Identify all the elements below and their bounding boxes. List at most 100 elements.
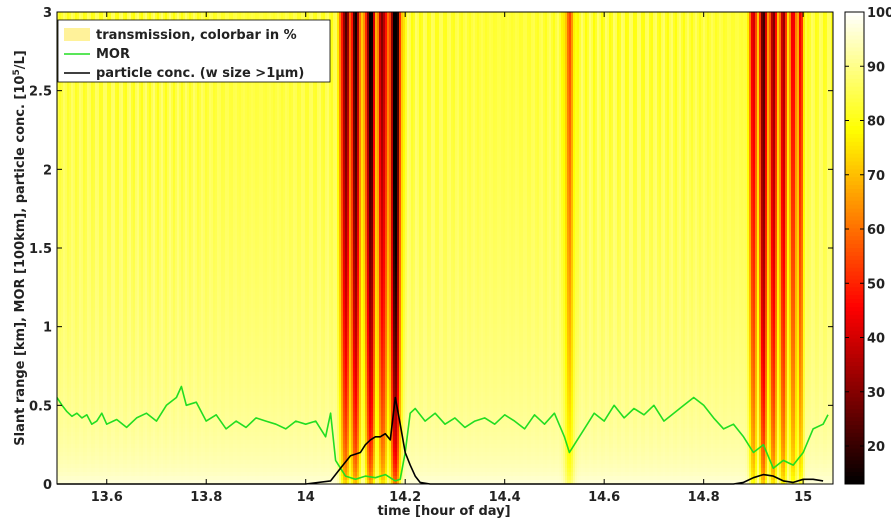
heatmap-cell bbox=[67, 440, 70, 445]
heatmap-cell bbox=[59, 100, 62, 105]
heatmap-cell bbox=[63, 408, 66, 413]
heatmap-cell bbox=[79, 168, 82, 173]
heatmap-cell bbox=[71, 372, 74, 377]
heatmap-cell bbox=[65, 340, 68, 345]
heatmap-cell bbox=[67, 288, 70, 293]
heatmap-cell bbox=[73, 432, 76, 437]
heatmap-cell bbox=[61, 212, 64, 217]
heatmap-cell bbox=[69, 360, 72, 365]
heatmap-cell bbox=[63, 444, 66, 449]
heatmap-cell bbox=[57, 412, 60, 417]
heatmap-cell bbox=[77, 276, 80, 281]
heatmap-cell bbox=[57, 100, 60, 105]
heatmap-cell bbox=[61, 248, 64, 253]
heatmap-cell bbox=[77, 156, 80, 161]
heatmap-cell bbox=[59, 344, 62, 349]
heatmap-cell bbox=[61, 292, 64, 297]
heatmap-cell bbox=[71, 136, 74, 141]
heatmap-cell bbox=[77, 196, 80, 201]
heatmap-cell bbox=[71, 12, 74, 17]
heatmap-cell bbox=[77, 124, 80, 129]
heatmap-cell bbox=[77, 392, 80, 397]
heatmap-cell bbox=[65, 92, 68, 97]
heatmap-cell bbox=[63, 284, 66, 289]
heatmap-cell bbox=[65, 464, 68, 469]
heatmap-cell bbox=[75, 344, 78, 349]
heatmap-cell bbox=[77, 348, 80, 353]
heatmap-cell bbox=[77, 84, 80, 89]
heatmap-cell bbox=[63, 232, 66, 237]
heatmap-cell bbox=[59, 476, 62, 481]
heatmap-cell bbox=[65, 172, 68, 177]
heatmap-cell bbox=[73, 416, 76, 421]
heatmap-cell bbox=[67, 244, 70, 249]
heatmap-cell bbox=[71, 356, 74, 361]
heatmap-cell bbox=[77, 216, 80, 221]
heatmap-cell bbox=[73, 248, 76, 253]
heatmap-cell bbox=[77, 244, 80, 249]
heatmap-cell bbox=[59, 380, 62, 385]
heatmap-cell bbox=[59, 272, 62, 277]
heatmap-cell bbox=[67, 364, 70, 369]
heatmap-cell bbox=[71, 276, 74, 281]
heatmap-cell bbox=[61, 268, 64, 273]
heatmap-cell bbox=[71, 16, 74, 21]
heatmap-cell bbox=[67, 120, 70, 125]
heatmap-cell bbox=[71, 360, 74, 365]
heatmap-cell bbox=[57, 244, 60, 249]
heatmap-cell bbox=[65, 200, 68, 205]
heatmap-cell bbox=[69, 132, 72, 137]
heatmap-cell bbox=[61, 216, 64, 221]
heatmap-cell bbox=[67, 172, 70, 177]
heatmap-cell bbox=[67, 204, 70, 209]
heatmap-cell bbox=[59, 284, 62, 289]
heatmap-cell bbox=[79, 148, 82, 153]
heatmap-cell bbox=[69, 324, 72, 329]
heatmap-cell bbox=[77, 472, 80, 477]
heatmap-cell bbox=[69, 388, 72, 393]
heatmap-cell bbox=[71, 180, 74, 185]
heatmap-cell bbox=[61, 356, 64, 361]
heatmap-cell bbox=[63, 12, 66, 17]
heatmap-cell bbox=[79, 124, 82, 129]
heatmap-cell bbox=[73, 124, 76, 129]
heatmap-cell bbox=[65, 312, 68, 317]
heatmap-cell bbox=[61, 228, 64, 233]
heatmap-cell bbox=[69, 244, 72, 249]
heatmap-cell bbox=[61, 92, 64, 97]
heatmap-cell bbox=[63, 388, 66, 393]
heatmap-cell bbox=[77, 108, 80, 113]
heatmap-cell bbox=[57, 252, 60, 257]
heatmap-cell bbox=[57, 456, 60, 461]
heatmap-cell bbox=[69, 168, 72, 173]
heatmap-cell bbox=[71, 256, 74, 261]
heatmap-cell bbox=[75, 92, 78, 97]
heatmap-cell bbox=[73, 372, 76, 377]
heatmap-cell bbox=[61, 116, 64, 121]
heatmap-cell bbox=[73, 348, 76, 353]
heatmap-cell bbox=[57, 292, 60, 297]
heatmap-cell bbox=[71, 412, 74, 417]
heatmap-cell bbox=[73, 376, 76, 381]
heatmap-cell bbox=[65, 16, 68, 21]
heatmap-cell bbox=[73, 404, 76, 409]
heatmap-cell bbox=[57, 460, 60, 465]
heatmap-cell bbox=[65, 392, 68, 397]
heatmap-cell bbox=[61, 260, 64, 265]
heatmap-cell bbox=[61, 12, 64, 17]
heatmap-cell bbox=[69, 420, 72, 425]
heatmap-cell bbox=[77, 460, 80, 465]
heatmap-cell bbox=[71, 124, 74, 129]
heatmap-cell bbox=[73, 164, 76, 169]
heatmap-cell bbox=[71, 272, 74, 277]
heatmap-cell bbox=[73, 136, 76, 141]
heatmap-cell bbox=[57, 388, 60, 393]
heatmap-cell bbox=[59, 352, 62, 357]
heatmap-cell bbox=[57, 424, 60, 429]
heatmap-cell bbox=[67, 272, 70, 277]
heatmap-cell bbox=[59, 328, 62, 333]
heatmap-cell bbox=[71, 348, 74, 353]
heatmap-cell bbox=[59, 468, 62, 473]
heatmap-cell bbox=[79, 92, 82, 97]
heatmap-cell bbox=[67, 100, 70, 105]
